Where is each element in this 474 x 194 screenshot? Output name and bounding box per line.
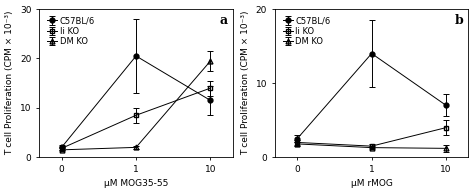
Text: b: b [455, 14, 464, 27]
X-axis label: μM rMOG: μM rMOG [351, 179, 392, 188]
Text: a: a [219, 14, 228, 27]
Y-axis label: T cell Proliferation (CPM × 10⁻³): T cell Proliferation (CPM × 10⁻³) [241, 11, 250, 155]
Legend: C57BL/6, Ii KO, DM KO: C57BL/6, Ii KO, DM KO [46, 15, 96, 48]
Legend: C57BL/6, Ii KO, DM KO: C57BL/6, Ii KO, DM KO [281, 15, 332, 48]
Y-axis label: T cell Proliferation (CPM × 10⁻³): T cell Proliferation (CPM × 10⁻³) [6, 11, 15, 155]
X-axis label: μM MOG35-55: μM MOG35-55 [104, 179, 168, 188]
